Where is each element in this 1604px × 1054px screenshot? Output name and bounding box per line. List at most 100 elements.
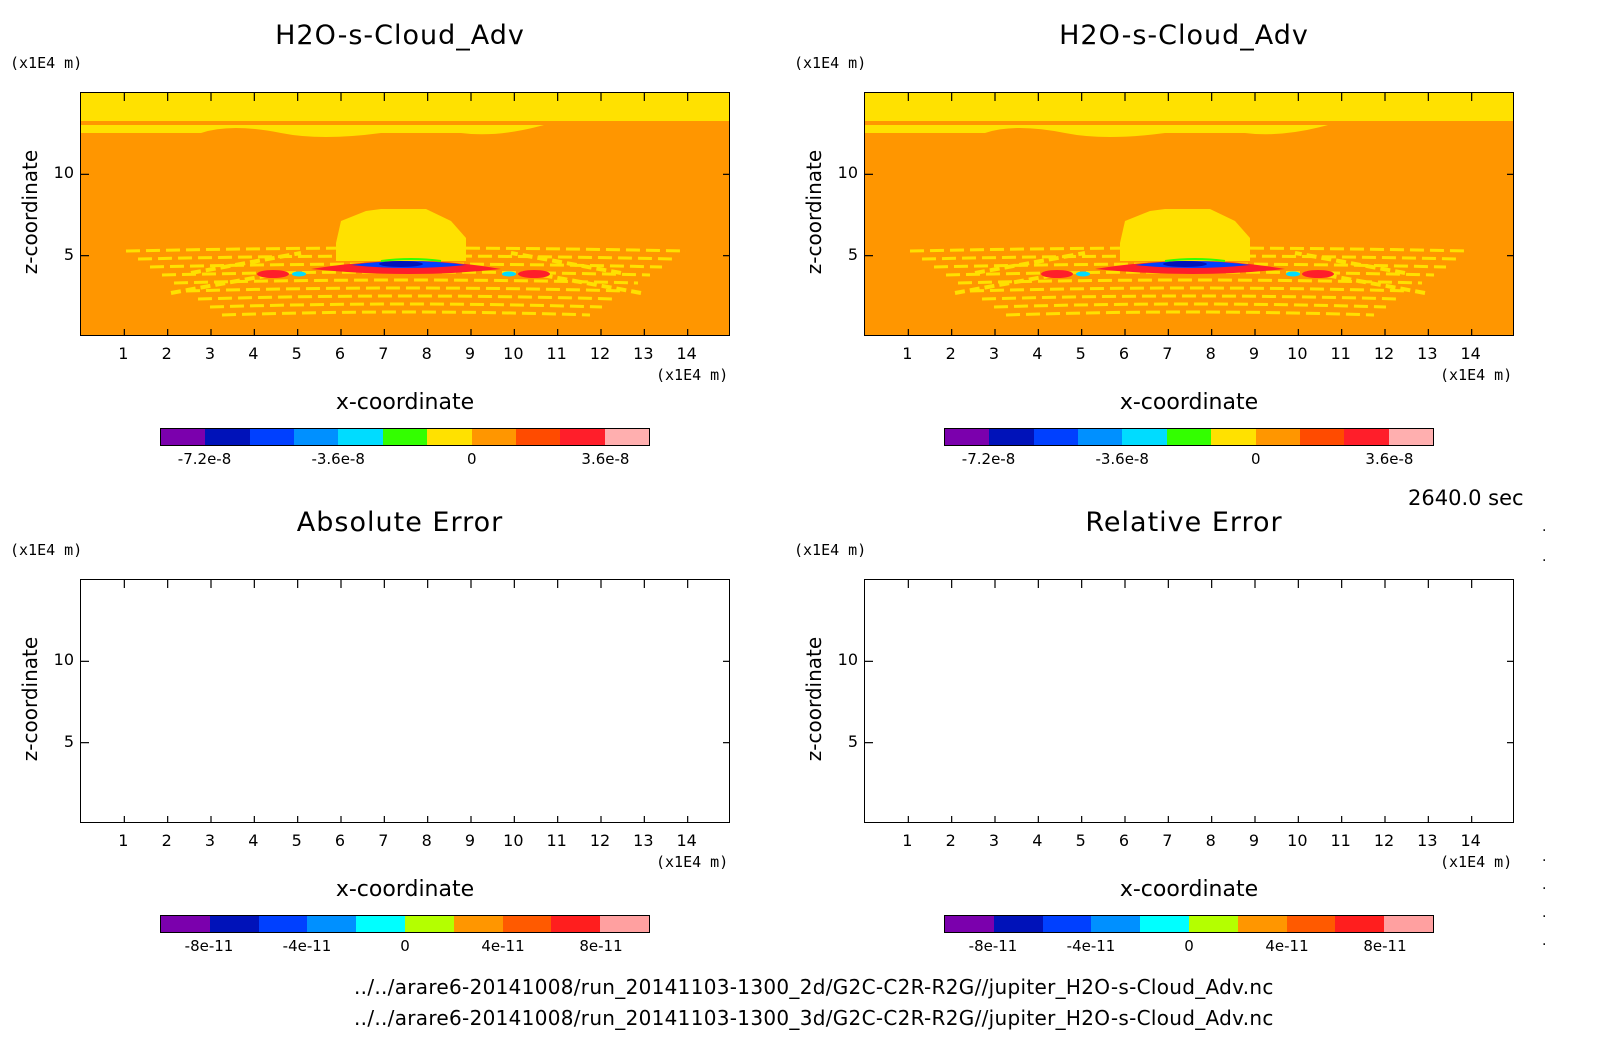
x-tick-label: 7: [1162, 344, 1173, 363]
wave-stripe: [933, 262, 1447, 269]
colorbar-segment: [356, 916, 405, 932]
colorbar-segment: [989, 429, 1034, 445]
x-tick-label: 3: [988, 831, 1000, 850]
y-unit-label: (x1E4 m): [794, 54, 867, 72]
colorbar-segment: [1388, 429, 1433, 445]
upper-layer-line: [81, 121, 729, 125]
colorbar-tick-label: -3.6e-8: [311, 450, 365, 468]
colorbar: [160, 915, 650, 933]
upper-layer-edge: [81, 147, 729, 149]
panel-bottom-right: Relative Error (x1E4 m) z-coordinate (x1…: [784, 487, 1544, 957]
x-tick-label: 6: [334, 831, 346, 850]
colorbar-tick-label: 0: [467, 450, 477, 468]
colorbar-tick-label: -8e-11: [184, 937, 234, 955]
colorbar-segment: [1299, 429, 1345, 445]
y-tick-label: 5: [63, 244, 74, 264]
colorbar-segment: [600, 916, 649, 932]
margin-dot: .: [1542, 877, 1547, 893]
plot-svg: [865, 580, 1513, 822]
colorbar-segment: [258, 916, 308, 932]
wave-stripe: [149, 262, 663, 269]
margin-dot: .: [1542, 905, 1547, 921]
colorbar-segment: [161, 429, 206, 445]
x-tick-label: 10: [1287, 344, 1308, 363]
colorbar-tick-label: 3.6e-8: [1365, 450, 1414, 468]
x-tick-label: 11: [1330, 831, 1351, 850]
colorbar-tick-label: 0: [400, 937, 410, 955]
colorbar: [944, 915, 1434, 933]
colorbar-segment: [471, 429, 516, 445]
x-tick-label: 5: [1075, 831, 1086, 850]
side-cloud: [1302, 270, 1334, 278]
x-tick-label: 9: [1248, 344, 1260, 363]
x-tick-label: 13: [1417, 831, 1438, 850]
colorbar-segment: [294, 429, 339, 445]
colorbar-tick-label: 8e-11: [1363, 937, 1407, 955]
x-tick-label: 12: [1373, 344, 1395, 363]
x-tick-label: 9: [464, 831, 476, 850]
colorbar-tick-label: 3.6e-8: [581, 450, 630, 468]
x-tick-label: 14: [676, 831, 697, 850]
colorbar-segment: [1255, 429, 1300, 445]
x-tick-label: 14: [1460, 831, 1481, 850]
colorbar-segment: [1335, 916, 1385, 932]
x-tick-label: 7: [378, 344, 389, 363]
x-tick-label: 7: [378, 831, 389, 850]
wave-stripe: [197, 294, 615, 301]
x-axis-label: x-coordinate: [335, 877, 475, 902]
colorbar-segment: [427, 429, 472, 445]
colorbar-tick-label: 0: [1251, 450, 1261, 468]
x-tick-label: 5: [1075, 344, 1086, 363]
x-tick-label: 5: [291, 344, 302, 363]
colorbar-segment: [604, 429, 649, 445]
x-tick-label: 6: [1118, 344, 1130, 363]
time-label: 2640.0 sec: [1408, 486, 1524, 510]
colorbar-segment: [945, 429, 990, 445]
side-cloud-core: [1286, 271, 1300, 277]
x-tick-label: 13: [633, 344, 654, 363]
colorbar-segment: [1078, 429, 1123, 445]
colorbar-tick-label: -8e-11: [968, 937, 1018, 955]
panel-title: Absolute Error: [296, 507, 504, 538]
colorbar-tick-label: 0: [1184, 937, 1194, 955]
x-unit-label: (x1E4 m): [656, 853, 729, 871]
upper-layer-edge: [865, 147, 1513, 149]
wave-stripe: [221, 310, 591, 317]
upper-layer-band: [81, 93, 729, 137]
panel-top-left: H2O-s-Cloud_Adv (x1E4 m) z-coordinate (x…: [0, 0, 760, 470]
plot-area: [80, 92, 730, 336]
colorbar-segment: [560, 429, 605, 445]
colorbar-tick-label: 4e-11: [1265, 937, 1309, 955]
y-tick-label: 10: [53, 650, 74, 670]
wave-arm: [1294, 251, 1406, 275]
cloud-edge: [380, 258, 442, 262]
side-cloud: [1041, 270, 1073, 278]
x-tick-label: 1: [118, 831, 129, 850]
colorbar-segment: [249, 429, 295, 445]
wave-stripe: [921, 254, 1459, 261]
colorbar-segment: [1122, 429, 1167, 445]
x-tick-label: 1: [118, 344, 129, 363]
colorbar-segment: [993, 916, 1043, 932]
y-axis-label: z-coordinate: [18, 636, 42, 762]
colorbar-segment: [502, 916, 552, 932]
plot-svg: [81, 93, 729, 335]
y-axis-label: z-coordinate: [802, 636, 826, 762]
x-unit-label: (x1E4 m): [1440, 853, 1513, 871]
x-tick-label: 11: [546, 344, 567, 363]
colorbar-tick-label: -7.2e-8: [961, 450, 1016, 468]
x-tick-label: 4: [1032, 344, 1043, 363]
x-tick-label: 6: [334, 344, 346, 363]
margin-dot: .: [1542, 933, 1547, 949]
side-cloud: [518, 270, 550, 278]
colorbar: [944, 428, 1434, 446]
colorbar-segment: [1140, 916, 1189, 932]
panel-title: H2O-s-Cloud_Adv: [1059, 20, 1309, 51]
x-tick-label: 13: [633, 831, 654, 850]
x-tick-label: 8: [1205, 831, 1216, 850]
colorbar-segment: [1166, 429, 1212, 445]
y-tick-label: 10: [837, 650, 858, 670]
colorbar-segment: [205, 429, 250, 445]
x-tick-label: 3: [204, 344, 216, 363]
panel-title: Relative Error: [1085, 507, 1283, 538]
